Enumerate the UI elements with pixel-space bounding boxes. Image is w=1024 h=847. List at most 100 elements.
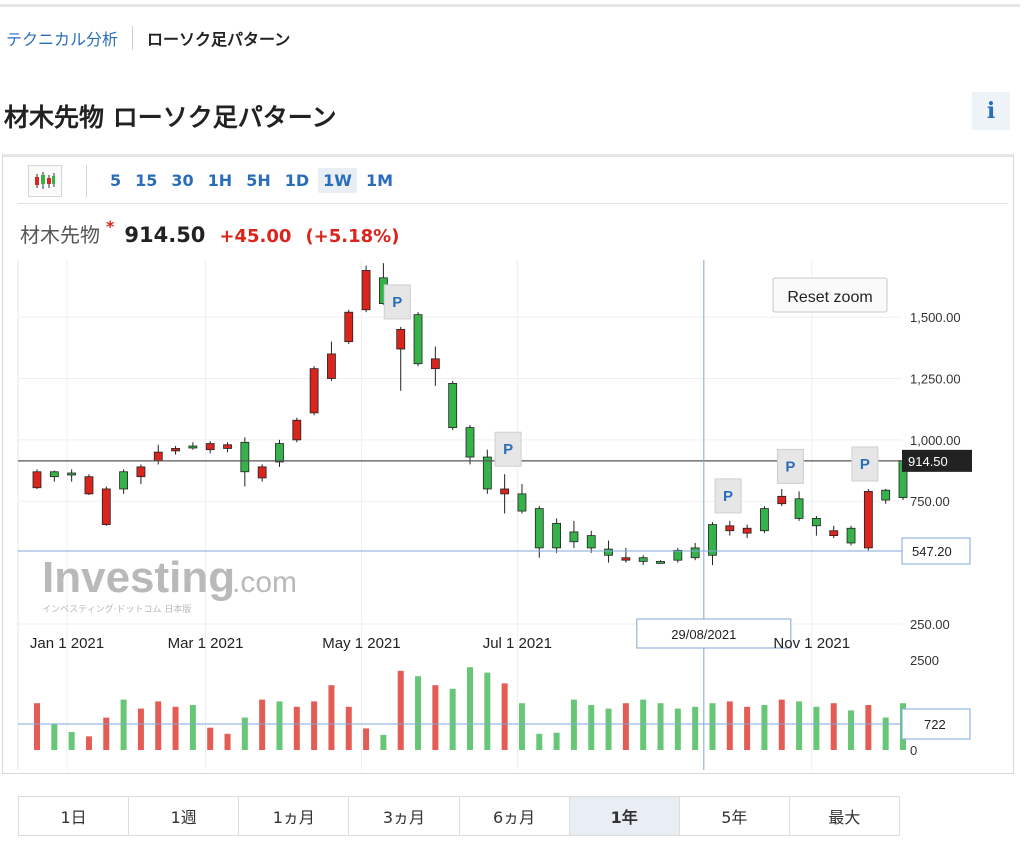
price-tick-label: 1,250.00 bbox=[910, 371, 961, 386]
breadcrumb-link-technical[interactable]: テクニカル分析 bbox=[6, 30, 119, 49]
candle bbox=[621, 547, 631, 563]
x-tick-label: May 1 2021 bbox=[322, 635, 400, 652]
pattern-marker-box bbox=[776, 448, 804, 484]
candle-body-up bbox=[119, 471, 128, 490]
range-5y[interactable]: 5年 bbox=[679, 797, 790, 835]
candle-body-down bbox=[153, 451, 163, 462]
range-6m[interactable]: 6ヵ月 bbox=[459, 797, 570, 835]
candle-body-down bbox=[205, 443, 215, 451]
candle bbox=[604, 540, 613, 563]
watermark-suffix: .com bbox=[232, 566, 297, 599]
range-1d[interactable]: 1日 bbox=[19, 797, 130, 835]
candle bbox=[448, 380, 458, 431]
candle-body-down bbox=[171, 448, 180, 452]
candle bbox=[275, 439, 284, 467]
range-1y[interactable]: 1年 bbox=[569, 797, 680, 835]
candle bbox=[500, 474, 510, 514]
candle-body-up bbox=[240, 441, 250, 473]
candle-body-up bbox=[275, 443, 284, 463]
last-price-tag-label: 914.50 bbox=[908, 454, 948, 469]
volume-bar bbox=[259, 699, 266, 750]
quote-header: 材木先物 * 914.50 +45.00 (+5.18%) bbox=[20, 217, 400, 248]
timeframe-1h[interactable]: 1H bbox=[207, 171, 233, 190]
price-change: +45.00 bbox=[219, 226, 292, 247]
timeframe-30[interactable]: 30 bbox=[171, 171, 194, 190]
price-change-percent: (+5.18%) bbox=[305, 226, 400, 247]
timeframe-1d[interactable]: 1D bbox=[284, 171, 310, 190]
pattern-marker: P bbox=[714, 478, 742, 514]
crosshair-volume-label: 722 bbox=[924, 717, 946, 732]
candle-body-down bbox=[361, 270, 371, 311]
pattern-marker-label: P bbox=[392, 294, 402, 311]
candle bbox=[32, 469, 42, 489]
candle bbox=[812, 515, 821, 536]
volume-bar bbox=[640, 699, 647, 750]
top-rule bbox=[0, 4, 1020, 7]
timeframe-1w[interactable]: 1W bbox=[318, 168, 357, 193]
volume-bar bbox=[484, 672, 491, 750]
volume-bar bbox=[189, 705, 196, 750]
candle-body-up bbox=[846, 527, 856, 544]
candle bbox=[777, 488, 787, 507]
candle-body-up bbox=[552, 522, 561, 549]
candle bbox=[205, 441, 215, 454]
timeframe-15[interactable]: 15 bbox=[135, 171, 158, 190]
candle bbox=[656, 560, 665, 564]
chart-toolbar: 5 15 30 1H 5H 1D 1W 1M bbox=[18, 158, 1008, 204]
candle-body-up bbox=[656, 560, 665, 564]
candle-body-down bbox=[32, 471, 42, 489]
candle bbox=[690, 542, 700, 561]
timeframe-5[interactable]: 5 bbox=[110, 171, 122, 190]
volume-bar bbox=[726, 701, 733, 750]
range-1w[interactable]: 1週 bbox=[129, 797, 240, 835]
candle-body-up bbox=[794, 498, 804, 519]
volume-bar bbox=[363, 728, 370, 750]
volume-bar bbox=[415, 676, 422, 750]
price-tick-label: 1,000.00 bbox=[910, 433, 961, 448]
volume-bar bbox=[51, 724, 58, 750]
candlestick-chart[interactable]: Investing .com インベスティング·ドットコム 日本版 914.50… bbox=[0, 250, 1024, 770]
volume-bar bbox=[224, 733, 231, 750]
breadcrumb: テクニカル分析 ローソク足パターン bbox=[6, 26, 290, 50]
candle-body-down bbox=[309, 368, 319, 414]
range-1m[interactable]: 1ヵ月 bbox=[239, 797, 350, 835]
candle bbox=[517, 484, 527, 514]
candle bbox=[257, 464, 267, 482]
candle-body-down bbox=[84, 476, 94, 495]
candle-body-up bbox=[67, 472, 77, 476]
breadcrumb-separator bbox=[132, 26, 134, 50]
page-title: 材木先物 ローソク足パターン bbox=[4, 103, 337, 132]
last-price: 914.50 bbox=[124, 223, 206, 247]
info-icon[interactable]: i bbox=[972, 92, 1010, 130]
range-3m[interactable]: 3ヵ月 bbox=[349, 797, 460, 835]
volume-bars bbox=[34, 667, 906, 750]
candle-body-up bbox=[49, 471, 59, 478]
price-tick-label: 1,500.00 bbox=[910, 310, 961, 325]
volume-bar bbox=[120, 699, 127, 750]
candle bbox=[413, 312, 423, 367]
instrument-name: 材木先物 bbox=[20, 223, 100, 247]
candle-body-up bbox=[534, 508, 544, 549]
pattern-marker-box bbox=[851, 446, 879, 482]
volume-bar bbox=[34, 703, 40, 750]
candle bbox=[881, 488, 891, 504]
candle-body-down bbox=[292, 419, 302, 441]
delayed-star: * bbox=[106, 217, 115, 236]
volume-bar bbox=[345, 706, 352, 750]
candlestick-icon[interactable] bbox=[28, 164, 62, 197]
volume-bar bbox=[467, 667, 473, 750]
timeframe-5h[interactable]: 5H bbox=[246, 171, 271, 190]
candle-body-up bbox=[812, 518, 821, 527]
candle-body-up bbox=[465, 427, 475, 458]
volume-bar bbox=[172, 706, 179, 750]
range-max[interactable]: 最大 bbox=[789, 797, 899, 835]
volume-bar bbox=[293, 706, 300, 750]
candle bbox=[396, 326, 406, 391]
timeframe-1m[interactable]: 1M bbox=[365, 171, 393, 190]
reset-zoom-button[interactable]: Reset zoom bbox=[772, 277, 888, 313]
volume-bar bbox=[501, 683, 508, 750]
volume-bar bbox=[674, 708, 681, 750]
pattern-marker: P bbox=[851, 446, 879, 482]
candle bbox=[829, 525, 839, 539]
candle bbox=[327, 341, 336, 381]
